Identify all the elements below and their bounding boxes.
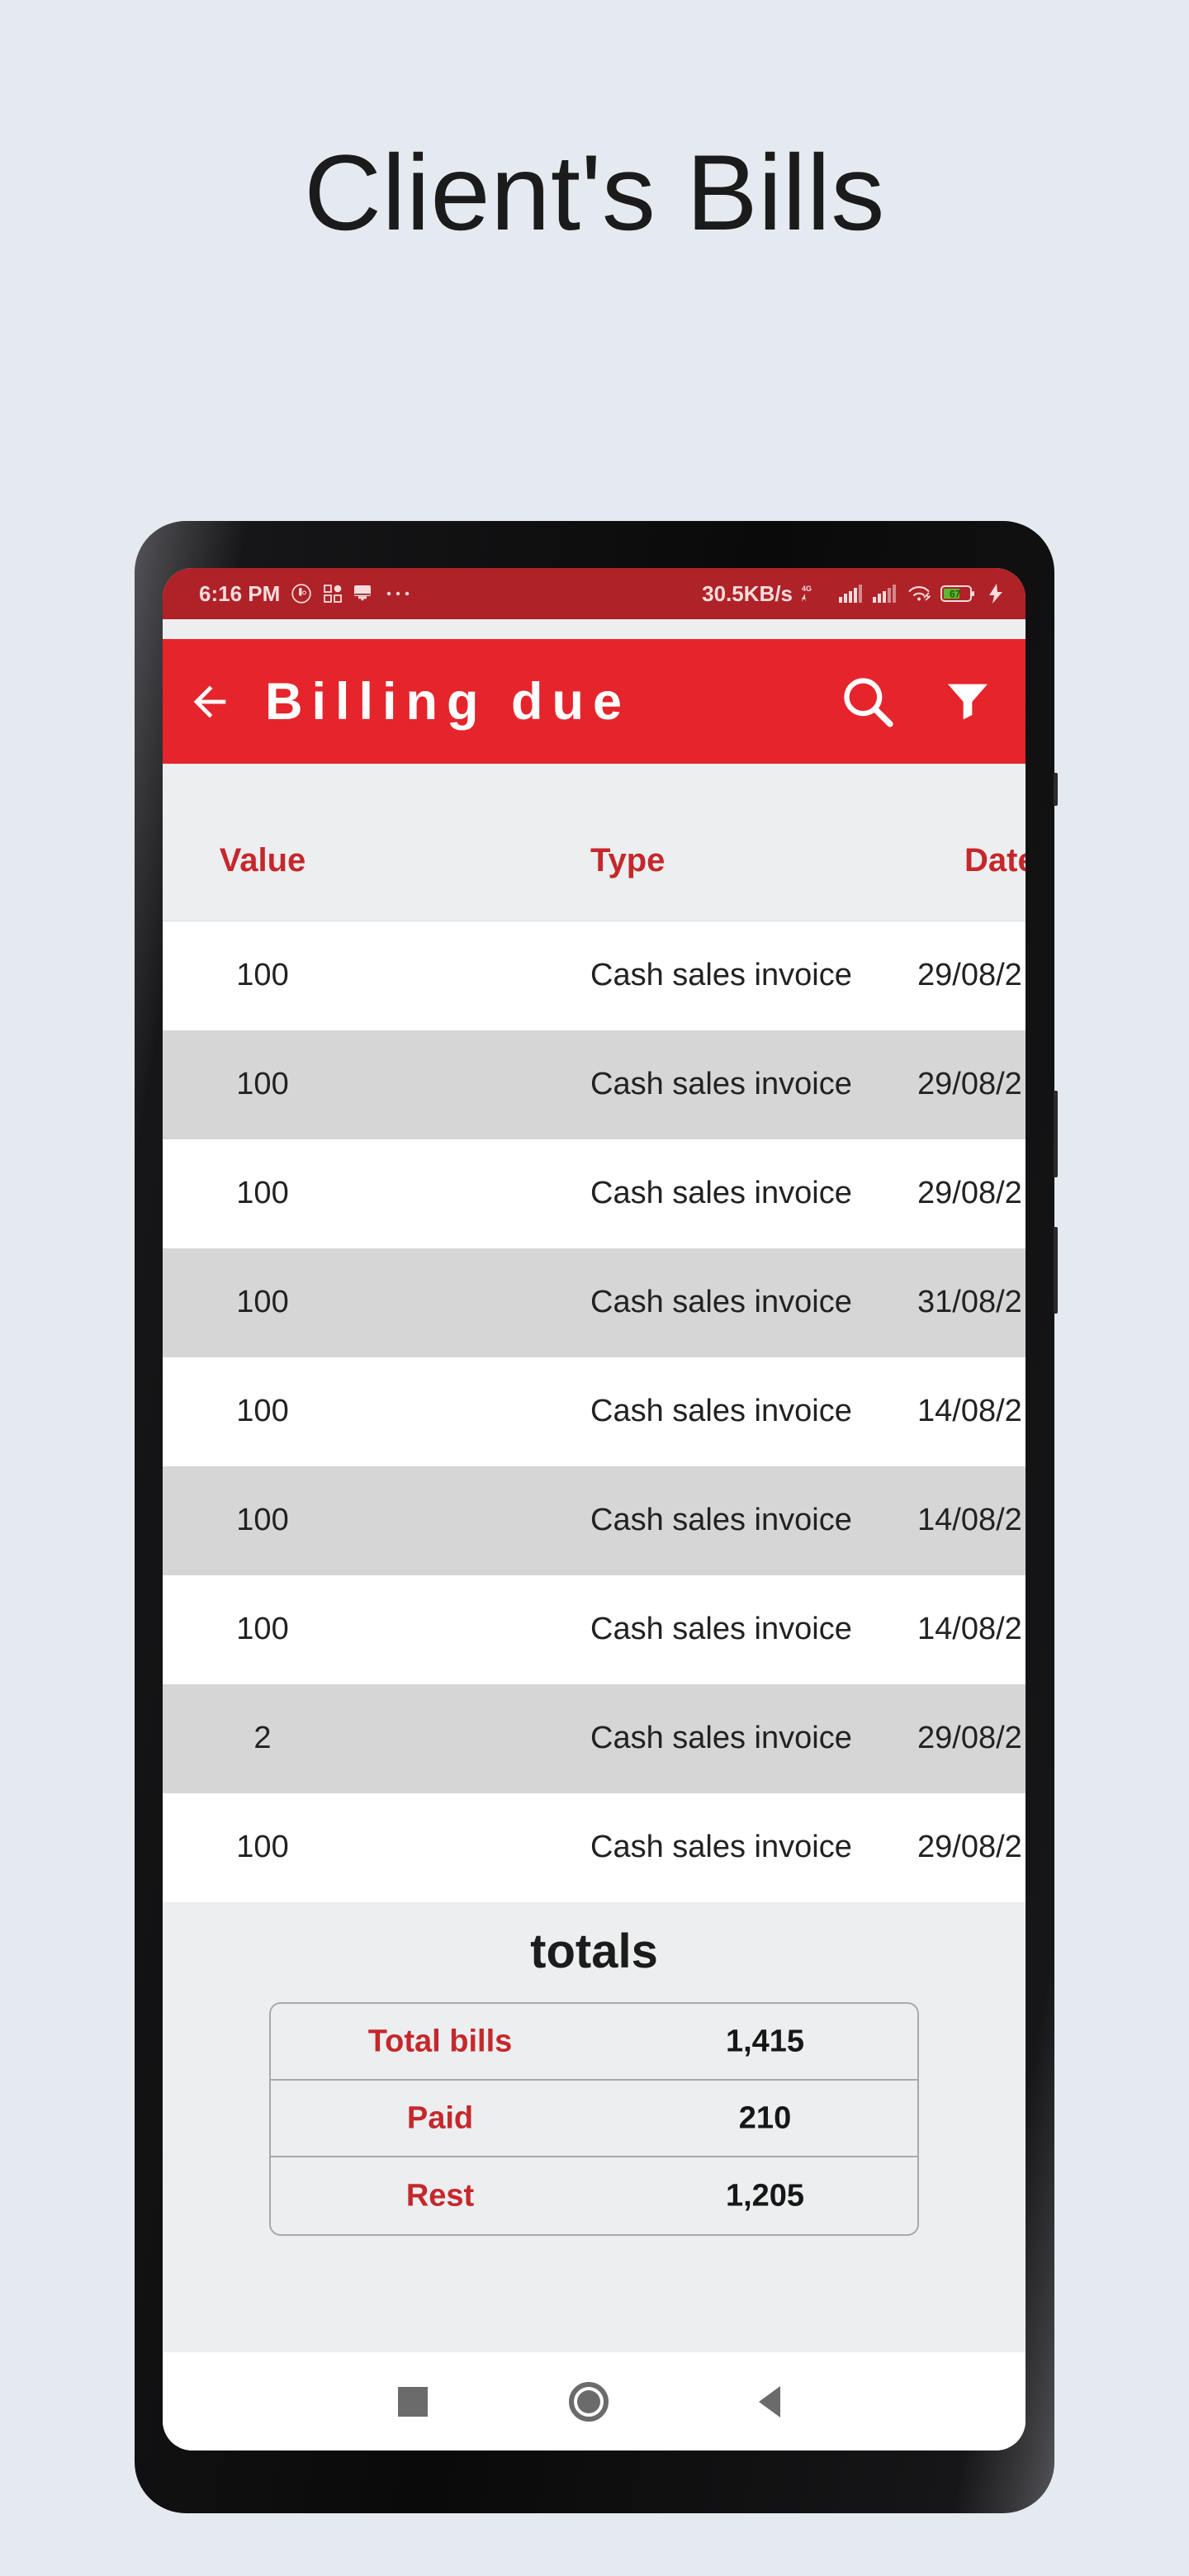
svg-text:4G: 4G — [802, 585, 812, 593]
svg-text:↓↑: ↓↑ — [802, 597, 807, 603]
svg-text:67: 67 — [950, 589, 961, 600]
